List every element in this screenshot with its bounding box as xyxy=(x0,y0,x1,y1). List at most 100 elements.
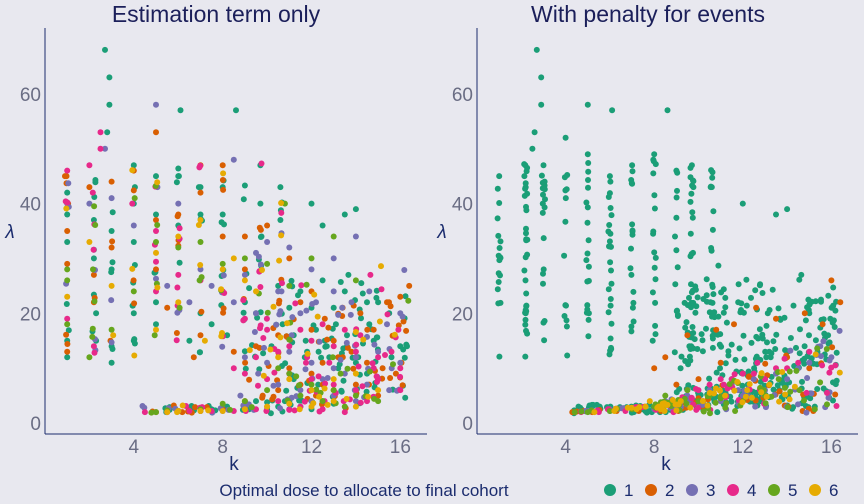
point-dose-1 xyxy=(523,237,530,244)
point-dose-4 xyxy=(90,246,97,253)
point-dose-3 xyxy=(308,266,315,273)
point-dose-2 xyxy=(192,404,199,411)
point-dose-4 xyxy=(359,383,366,390)
point-dose-4 xyxy=(315,373,322,380)
x-tick-label: 8 xyxy=(649,437,660,458)
point-dose-6 xyxy=(664,401,671,408)
point-dose-1 xyxy=(538,101,545,108)
point-dose-1 xyxy=(104,129,111,136)
point-dose-2 xyxy=(86,184,93,191)
point-dose-1 xyxy=(531,129,538,136)
point-dose-2 xyxy=(673,381,680,388)
point-dose-2 xyxy=(695,376,702,383)
point-dose-2 xyxy=(264,222,271,229)
point-dose-6 xyxy=(321,385,328,392)
point-dose-2 xyxy=(364,359,370,366)
point-dose-3 xyxy=(818,353,824,360)
point-dose-1 xyxy=(102,46,108,53)
point-dose-1 xyxy=(359,290,366,297)
point-dose-1 xyxy=(772,346,779,352)
point-dose-4 xyxy=(384,311,391,318)
point-dose-4 xyxy=(367,271,374,278)
point-dose-1 xyxy=(628,323,635,330)
point-dose-4 xyxy=(291,407,298,414)
point-dose-3 xyxy=(806,359,813,366)
point-dose-1 xyxy=(564,172,571,178)
point-dose-1 xyxy=(763,322,770,329)
point-dose-4 xyxy=(91,349,98,356)
point-dose-6 xyxy=(129,265,136,272)
point-dose-6 xyxy=(197,262,204,268)
point-dose-4 xyxy=(263,315,270,322)
point-dose-5 xyxy=(108,326,115,333)
point-dose-1 xyxy=(606,238,613,245)
point-dose-1 xyxy=(825,340,832,347)
point-dose-1 xyxy=(820,316,827,323)
point-dose-5 xyxy=(700,408,707,415)
point-dose-5 xyxy=(775,376,782,383)
point-dose-1 xyxy=(585,168,592,175)
point-dose-2 xyxy=(713,326,720,333)
point-dose-3 xyxy=(164,282,171,289)
point-dose-6 xyxy=(628,404,635,411)
point-dose-6 xyxy=(316,393,323,400)
point-dose-1 xyxy=(533,46,540,53)
point-dose-4 xyxy=(301,398,308,405)
point-dose-1 xyxy=(703,276,710,283)
point-dose-3 xyxy=(264,239,271,245)
point-dose-5 xyxy=(662,392,669,399)
point-dose-1 xyxy=(523,207,530,214)
point-dose-1 xyxy=(709,313,715,320)
point-dose-4 xyxy=(173,337,180,344)
point-dose-1 xyxy=(825,292,832,299)
point-dose-2 xyxy=(230,348,237,355)
point-dose-3 xyxy=(257,261,264,268)
point-dose-1 xyxy=(366,321,373,328)
panel-title: With penalty for events xyxy=(531,1,765,27)
point-dose-6 xyxy=(352,370,359,377)
point-dose-1 xyxy=(764,339,770,346)
point-dose-1 xyxy=(627,265,634,272)
point-dose-1 xyxy=(630,318,637,325)
point-dose-3 xyxy=(219,343,226,350)
point-dose-4 xyxy=(153,258,159,265)
point-dose-2 xyxy=(350,365,357,372)
point-dose-4 xyxy=(292,300,299,307)
point-dose-2 xyxy=(190,354,197,361)
point-dose-4 xyxy=(286,406,293,413)
point-dose-1 xyxy=(109,209,116,216)
point-dose-1 xyxy=(672,281,679,288)
panel-with-penalty-for-events: With penalty for events λ k 4 8 12 16 0 20 40 6… xyxy=(436,1,858,475)
point-dose-3 xyxy=(337,356,344,363)
point-dose-1 xyxy=(108,269,115,276)
point-dose-4 xyxy=(258,160,265,167)
point-dose-4 xyxy=(352,387,359,394)
point-dose-1 xyxy=(374,334,381,341)
point-dose-6 xyxy=(758,370,765,377)
point-dose-5 xyxy=(92,222,99,228)
x-tick-label: 4 xyxy=(129,437,140,458)
point-dose-1 xyxy=(319,222,326,229)
point-dose-1 xyxy=(629,180,636,187)
point-dose-1 xyxy=(283,387,290,394)
point-dose-4 xyxy=(397,387,404,394)
point-dose-1 xyxy=(713,369,720,376)
point-dose-4 xyxy=(378,286,385,293)
point-dose-1 xyxy=(340,377,347,384)
point-dose-4 xyxy=(754,359,761,366)
point-dose-1 xyxy=(717,365,723,372)
x-axis-label: k xyxy=(229,454,239,475)
point-dose-5 xyxy=(784,404,791,411)
point-dose-3 xyxy=(302,366,309,373)
point-dose-1 xyxy=(288,277,295,284)
point-dose-4 xyxy=(739,370,746,377)
point-dose-1 xyxy=(796,276,803,283)
point-dose-6 xyxy=(286,400,293,407)
point-dose-1 xyxy=(195,184,202,191)
point-dose-1 xyxy=(496,245,503,251)
point-dose-5 xyxy=(89,333,96,340)
point-dose-1 xyxy=(830,284,837,291)
point-dose-1 xyxy=(521,192,528,199)
point-dose-6 xyxy=(748,394,755,401)
point-dose-1 xyxy=(522,180,529,187)
